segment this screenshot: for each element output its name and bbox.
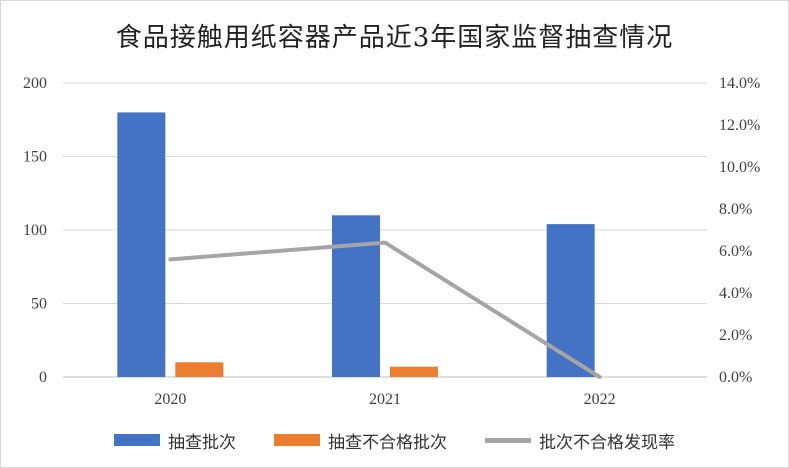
legend-swatch-rate	[485, 437, 531, 443]
y-left-tick-100: 100	[23, 222, 47, 239]
legend-label-inspected: 抽查批次	[168, 432, 236, 453]
y-right-tick-14.0%: 14.0%	[719, 75, 760, 92]
bar-inspected-2022	[546, 224, 595, 377]
legend-swatch-inspected	[114, 434, 160, 446]
chart-title: 食品接触用纸容器产品近3年国家监督抽查情况	[115, 23, 674, 53]
x-tick-2022: 2022	[584, 391, 616, 408]
legend: 抽查批次 抽查不合格批次 批次不合格发现率	[1, 425, 788, 455]
y-right-tick-4.0%: 4.0%	[719, 285, 752, 302]
bar-inspected-2021	[332, 215, 380, 377]
legend-label-failed: 抽查不合格批次	[328, 432, 447, 453]
y-right-tick-12.0%: 12.0%	[719, 117, 760, 134]
legend-item-failed[interactable]: 抽查不合格批次	[274, 428, 447, 453]
legend-item-inspected[interactable]: 抽查批次	[114, 428, 236, 453]
y-right-tick-10.0%: 10.0%	[719, 159, 760, 176]
y-right-tick-6.0%: 6.0%	[719, 243, 752, 260]
y-right-tick-2.0%: 2.0%	[719, 327, 752, 344]
bar-failed-2020	[175, 362, 224, 377]
legend-item-rate[interactable]: 批次不合格发现率	[485, 428, 675, 453]
y-right-tick-0.0%: 0.0%	[719, 369, 752, 386]
y-left-tick-0: 0	[39, 369, 47, 386]
bar-failed-2021	[390, 366, 438, 377]
y-left-tick-200: 200	[23, 75, 47, 92]
bar-inspected-2020	[117, 112, 166, 378]
y-right-tick-8.0%: 8.0%	[719, 201, 752, 218]
y-left-tick-50: 50	[31, 296, 47, 313]
legend-label-rate: 批次不合格发现率	[539, 432, 675, 453]
y-left-tick-150: 150	[23, 149, 47, 166]
line-rate	[168, 240, 602, 379]
x-tick-2021: 2021	[369, 391, 401, 408]
x-tick-2020: 2020	[154, 391, 186, 408]
legend-swatch-failed	[274, 434, 320, 446]
